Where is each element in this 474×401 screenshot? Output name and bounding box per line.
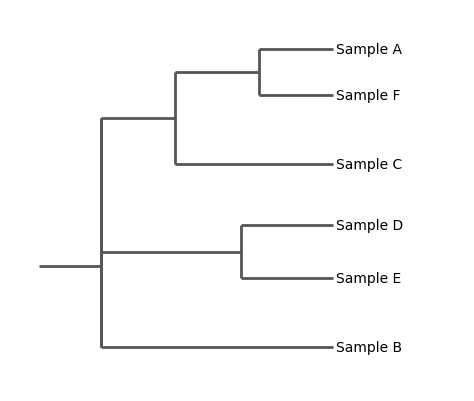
Text: Sample D: Sample D xyxy=(336,219,403,232)
Text: Sample B: Sample B xyxy=(336,340,402,354)
Text: Sample F: Sample F xyxy=(336,89,400,103)
Text: Sample E: Sample E xyxy=(336,272,401,286)
Text: Sample C: Sample C xyxy=(336,158,402,171)
Text: Sample A: Sample A xyxy=(336,43,401,57)
